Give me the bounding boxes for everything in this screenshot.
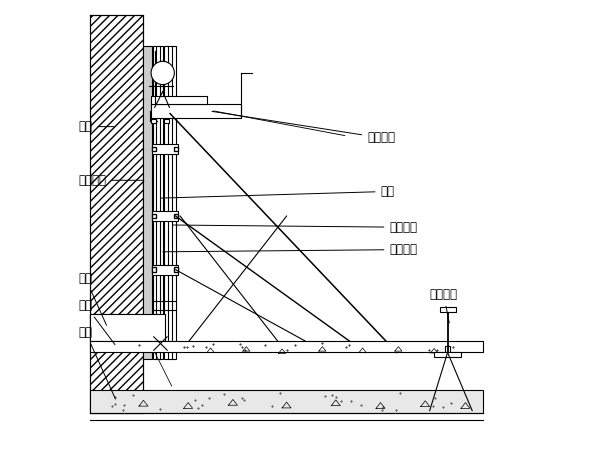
Bar [174,214,178,218]
Bar [434,352,461,357]
Text: 导墙: 导墙 [79,272,107,325]
Bar [174,147,178,151]
Bar [152,265,178,274]
Bar [151,104,241,117]
Bar [90,341,484,352]
Bar [90,315,152,341]
Bar [152,267,156,272]
Bar [440,307,455,312]
Bar [152,211,178,221]
Text: 操作平台: 操作平台 [212,112,395,144]
Text: 墙体: 墙体 [79,120,114,133]
Text: 模板: 模板 [161,185,395,198]
Bar [90,315,166,341]
Bar [174,267,178,272]
Bar [151,118,157,123]
Bar [152,147,156,151]
Bar [445,346,450,352]
Text: 埋件系统: 埋件系统 [163,243,418,256]
Text: 单侧支架: 单侧支架 [173,221,418,234]
Bar [154,46,163,359]
Bar [90,15,143,413]
Bar [164,118,169,123]
Bar [152,214,156,218]
Text: 垫层: 垫层 [79,326,116,399]
Bar [90,391,484,413]
Bar [151,96,206,104]
Text: 底板: 底板 [79,299,115,345]
Circle shape [151,61,175,85]
Bar [164,46,176,359]
Text: 调节丝杆: 调节丝杆 [430,288,458,323]
Bar [152,144,178,154]
Bar [143,46,152,359]
Text: 防水保护: 防水保护 [79,174,144,187]
